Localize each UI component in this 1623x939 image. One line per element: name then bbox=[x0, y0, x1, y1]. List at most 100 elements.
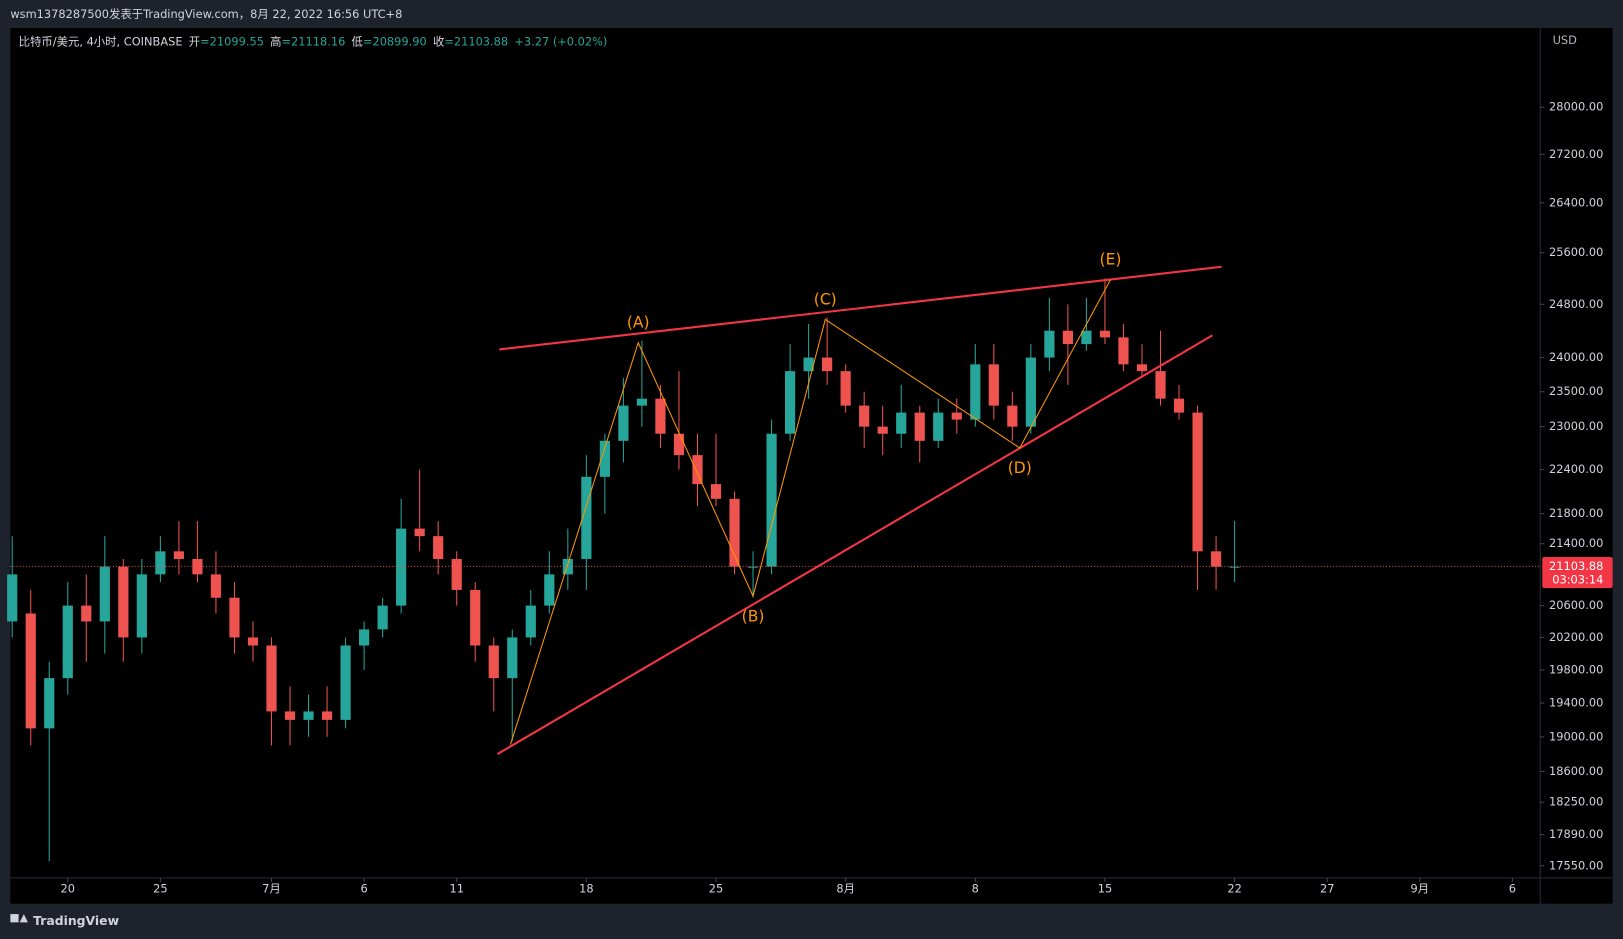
x-tick-label: 25 bbox=[153, 882, 167, 896]
x-tick-label: 25 bbox=[709, 882, 723, 896]
candle-body bbox=[507, 637, 518, 679]
candle-body bbox=[340, 645, 351, 720]
candle-body bbox=[544, 574, 555, 606]
y-tick-label: 21800.00 bbox=[1549, 506, 1603, 520]
y-tick-label: 28000.00 bbox=[1549, 100, 1603, 114]
candle-body bbox=[933, 412, 944, 441]
tv-logo bbox=[10, 914, 28, 923]
candle-body bbox=[1062, 330, 1073, 345]
candle-body bbox=[266, 645, 277, 712]
candle-body bbox=[210, 574, 222, 598]
candle-body bbox=[914, 412, 925, 441]
candle-body bbox=[655, 398, 666, 434]
y-tick-label: 19400.00 bbox=[1549, 696, 1603, 710]
candle-body bbox=[470, 589, 481, 646]
candle-body bbox=[636, 398, 648, 406]
candle-body bbox=[581, 476, 592, 559]
candle-body bbox=[766, 433, 777, 567]
x-tick-label: 15 bbox=[1098, 882, 1112, 896]
price-tag-value: 21103.88 bbox=[1549, 559, 1603, 573]
candle-body bbox=[1136, 364, 1148, 372]
candle-body bbox=[859, 405, 870, 427]
field-label: 低 bbox=[352, 34, 363, 48]
trendline bbox=[499, 265, 1222, 351]
candle-body bbox=[396, 528, 407, 606]
x-tick-label: 20 bbox=[61, 882, 75, 896]
candle-body bbox=[173, 551, 184, 559]
candle-body bbox=[1044, 330, 1055, 358]
y-tick-label: 24800.00 bbox=[1549, 297, 1603, 311]
candle-body bbox=[62, 605, 73, 679]
y-tick-label: 20600.00 bbox=[1549, 598, 1603, 612]
field-value: =21118.16 bbox=[282, 34, 346, 48]
legend: 比特币/美元, 4小时, COINBASE 开=21099.55 高=21118.1… bbox=[19, 34, 608, 48]
candle-body bbox=[822, 357, 833, 372]
candle-body bbox=[1099, 330, 1111, 338]
trendline bbox=[496, 334, 1213, 755]
candle-body bbox=[136, 574, 147, 638]
y-tick-label: 19000.00 bbox=[1549, 729, 1603, 743]
wave-label: (B) bbox=[742, 607, 765, 625]
candle-body bbox=[692, 455, 703, 485]
candle-body bbox=[599, 440, 610, 477]
candle-body bbox=[433, 536, 444, 559]
candle-body bbox=[25, 613, 36, 729]
candle-body bbox=[155, 551, 166, 575]
wave-label: (A) bbox=[627, 314, 650, 332]
candle-body bbox=[1081, 330, 1092, 345]
x-tick-label: 9月 bbox=[1410, 882, 1429, 896]
candle-body bbox=[877, 426, 888, 434]
candle-body bbox=[710, 484, 722, 499]
y-tick-label: 23000.00 bbox=[1549, 419, 1603, 433]
candle-body bbox=[562, 558, 573, 575]
candle-body bbox=[618, 405, 629, 441]
candle-body bbox=[284, 711, 296, 720]
header-text: wsm1378287500发表于TradingView.com，8月 22, 2… bbox=[10, 7, 402, 21]
y-tick-label: 18600.00 bbox=[1549, 764, 1603, 778]
x-tick-label: 11 bbox=[449, 882, 463, 896]
field-label: 开 bbox=[189, 34, 200, 48]
x-tick-label: 8 bbox=[972, 882, 979, 896]
candle-body bbox=[99, 566, 110, 622]
x-tick-label: 18 bbox=[579, 882, 593, 896]
change: +3.27 (+0.02%) bbox=[514, 34, 607, 48]
candle-body bbox=[81, 605, 92, 622]
y-tick-label: 17890.00 bbox=[1549, 827, 1603, 841]
field-value: =20899.90 bbox=[363, 34, 427, 48]
candle-body bbox=[970, 364, 981, 420]
x-tick-label: 8月 bbox=[836, 882, 855, 896]
price-tag bbox=[1542, 557, 1613, 589]
candle-body bbox=[44, 678, 55, 729]
y-tick-label: 22400.00 bbox=[1549, 462, 1603, 476]
chart-pane bbox=[10, 28, 1613, 904]
y-tick-label: 24000.00 bbox=[1549, 350, 1603, 364]
candle-body bbox=[729, 498, 740, 567]
candle-body bbox=[1173, 398, 1185, 413]
x-tick-label: 27 bbox=[1320, 882, 1334, 896]
y-tick-label: 18250.00 bbox=[1549, 795, 1603, 809]
x-tick-label: 6 bbox=[1509, 882, 1516, 896]
candle-body bbox=[525, 605, 536, 638]
y-tick-label: 17550.00 bbox=[1549, 858, 1603, 872]
wave-label: (D) bbox=[1008, 459, 1032, 477]
y-tick-label: 26400.00 bbox=[1549, 195, 1603, 209]
candle-body bbox=[303, 711, 314, 720]
y-tick-label: 21400.00 bbox=[1549, 536, 1603, 550]
field-value: =21103.88 bbox=[444, 34, 508, 48]
candle-body bbox=[414, 528, 425, 537]
candle-body bbox=[747, 566, 759, 568]
wave-line bbox=[509, 279, 1111, 745]
candle-body bbox=[803, 357, 814, 372]
candle-body bbox=[840, 371, 851, 406]
candle-body bbox=[1155, 371, 1166, 399]
candle-body bbox=[673, 433, 685, 456]
y-tick-label: 23500.00 bbox=[1549, 384, 1603, 398]
x-tick-label: 22 bbox=[1227, 882, 1241, 896]
candle-body bbox=[1007, 405, 1018, 427]
field-value: =21099.55 bbox=[200, 34, 264, 48]
candle-body bbox=[118, 566, 129, 638]
candle-body bbox=[1025, 357, 1036, 427]
candle-body bbox=[7, 574, 18, 622]
footer-brand: TradingView bbox=[33, 913, 119, 928]
